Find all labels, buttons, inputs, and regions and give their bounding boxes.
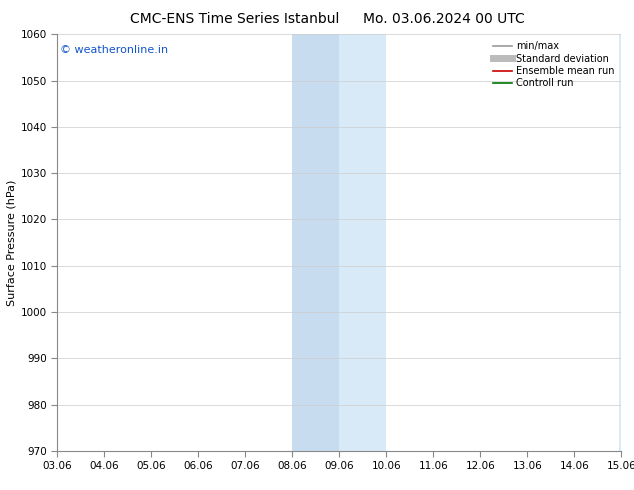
Bar <box>292 34 339 451</box>
Y-axis label: Surface Pressure (hPa): Surface Pressure (hPa) <box>7 179 17 306</box>
Text: Mo. 03.06.2024 00 UTC: Mo. 03.06.2024 00 UTC <box>363 12 525 26</box>
Bar <box>339 34 386 451</box>
Text: CMC-ENS Time Series Istanbul: CMC-ENS Time Series Istanbul <box>130 12 339 26</box>
Text: © weatheronline.in: © weatheronline.in <box>60 45 168 55</box>
Bar <box>619 34 621 451</box>
Legend: min/max, Standard deviation, Ensemble mean run, Controll run: min/max, Standard deviation, Ensemble me… <box>491 39 616 90</box>
